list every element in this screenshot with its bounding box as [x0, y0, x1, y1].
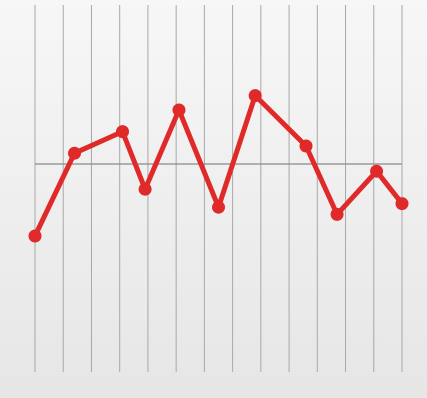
data-point [172, 103, 186, 117]
data-point [28, 229, 42, 243]
data-point [212, 200, 225, 214]
data-point [330, 207, 344, 221]
data-point [116, 125, 130, 139]
data-point [395, 197, 409, 211]
data-point [299, 139, 313, 153]
data-point [370, 164, 384, 178]
data-point [138, 182, 152, 196]
data-point [68, 146, 82, 160]
data-point [248, 89, 262, 103]
